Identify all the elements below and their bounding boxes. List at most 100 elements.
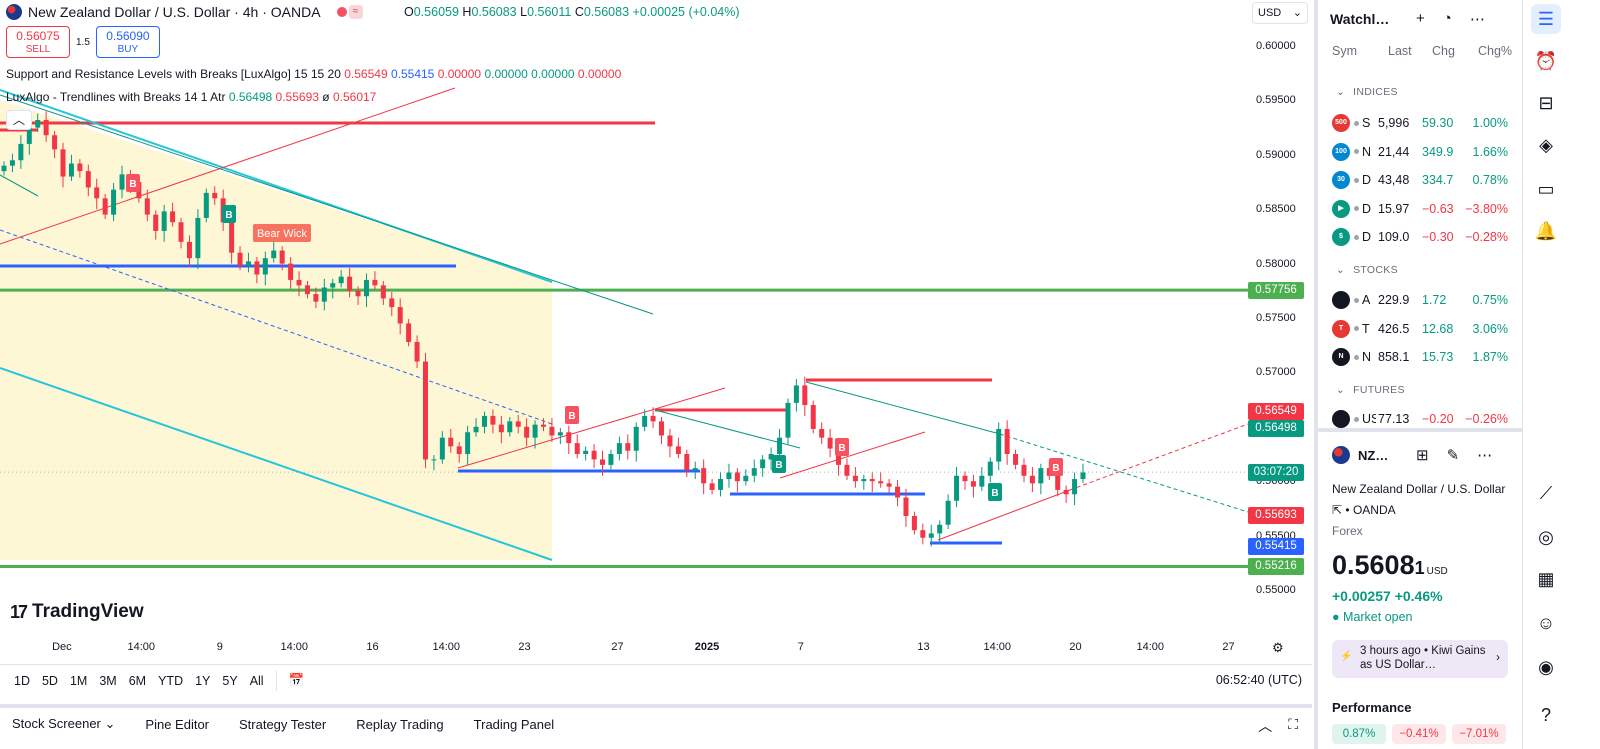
indicator-sr-levels[interactable]: Support and Resistance Levels with Break…: [6, 67, 622, 81]
candle-body: [726, 472, 732, 480]
candle-body: [355, 290, 361, 297]
row-change-percent: 0.75%: [1472, 293, 1508, 307]
sell-button[interactable]: 0.56075 SELL: [6, 26, 70, 58]
break-badge-label: B: [991, 488, 998, 499]
watchlist-section-stocks[interactable]: STOCKS: [1336, 264, 1398, 276]
chart-area[interactable]: B B B B B B B Bear Wick New Zealand Dollar / U.…: [0, 0, 1312, 672]
tab-pine-editor[interactable]: Pine Editor: [145, 716, 209, 732]
price-tag: 0.56498: [1248, 420, 1304, 437]
tab-trading-panel[interactable]: Trading Panel: [473, 716, 555, 732]
candle-body: [363, 279, 369, 297]
range-button-5y[interactable]: 5Y: [222, 673, 238, 688]
row-change: −0.63: [1422, 201, 1454, 216]
layers-icon[interactable]: ◈: [1539, 135, 1553, 155]
notifications-bell-icon[interactable]: 🔔: [1534, 221, 1558, 241]
currency-select[interactable]: USD ⌄: [1252, 2, 1308, 24]
symbol-logo-icon: N: [1332, 348, 1350, 366]
symbol-logo-icon: 30: [1332, 171, 1350, 189]
more-options-icon[interactable]: ⋯: [1469, 11, 1485, 28]
details-change: +0.00257 +0.46%: [1332, 588, 1443, 604]
candle-body: [397, 307, 403, 324]
signal-icon[interactable]: ◉: [1538, 657, 1554, 677]
col-sym[interactable]: Sym: [1332, 44, 1357, 58]
maximize-icon[interactable]: ⛶: [1288, 716, 1298, 732]
candle-body: [85, 171, 91, 188]
market-status-pill[interactable]: ≈: [336, 5, 363, 19]
nzd-flag-icon: [1332, 446, 1350, 464]
price-chart[interactable]: B B B B B B B Bear Wick: [0, 0, 1312, 664]
watchlist-row[interactable]: N N 858.1 15.73 1.87%: [1318, 344, 1522, 370]
edit-note-icon[interactable]: ✎: [1446, 447, 1460, 464]
range-button-1y[interactable]: 1Y: [195, 673, 211, 688]
watchlist-row[interactable]: $ D 109.0 −0.30 −0.28%: [1318, 224, 1522, 250]
watchlist-icon[interactable]: ☰: [1531, 4, 1561, 34]
chevron-up-icon[interactable]: ︿: [1258, 718, 1273, 734]
range-button-all[interactable]: All: [249, 673, 264, 688]
alerts-clock-icon[interactable]: ⏰: [1534, 51, 1558, 71]
watchlist-row[interactable]: 500 S 5,996 59.30 1.00%: [1318, 110, 1522, 136]
drawing-tool-icon[interactable]: ⟋: [1539, 483, 1553, 503]
tab-replay-trading[interactable]: Replay Trading: [356, 716, 444, 732]
candle-body: [9, 160, 15, 166]
candle-body: [203, 192, 209, 218]
details-symbol[interactable]: NZ…: [1358, 447, 1389, 463]
range-button-ytd[interactable]: YTD: [158, 673, 184, 688]
grid-layout-icon[interactable]: ⊞: [1416, 447, 1429, 464]
settings-gear-icon[interactable]: ⚙: [1272, 640, 1284, 655]
tab-strategy-tester[interactable]: Strategy Tester: [239, 716, 327, 732]
candle-body: [229, 222, 235, 253]
range-button-5d[interactable]: 5D: [41, 673, 58, 688]
chat-icon[interactable]: ▭: [1537, 179, 1555, 199]
symbol-title[interactable]: New Zealand Dollar / U.S. Dollar · 4h · …: [28, 4, 321, 20]
watchlist-section-indices[interactable]: INDICES: [1336, 86, 1398, 98]
calendar-icon[interactable]: ▦: [1537, 569, 1555, 589]
status-dot: [1354, 120, 1359, 126]
candle-body: [591, 450, 597, 460]
target-icon[interactable]: ◎: [1538, 527, 1554, 547]
watchlist-row[interactable]: 30 D 43,48 334.7 0.78%: [1318, 167, 1522, 193]
news-card[interactable]: 3 hours ago • Kiwi Gains as US Dollar… ›: [1332, 640, 1508, 678]
indicator-trendlines[interactable]: LuxAlgo - Trendlines with Breaks 14 1 At…: [6, 90, 377, 104]
add-symbol-icon[interactable]: +: [1416, 10, 1425, 27]
watchlist-row[interactable]: 100 N 21,44 349.9 1.66%: [1318, 139, 1522, 165]
trendline: [805, 381, 1001, 435]
watchlist-row[interactable]: ▶ D 15.97 −0.63 −3.80%: [1318, 196, 1522, 222]
col-last[interactable]: Last: [1388, 44, 1412, 58]
buy-button[interactable]: 0.56090 BUY: [95, 26, 160, 58]
break-badge: [222, 205, 236, 223]
date-range-calendar-icon[interactable]: 📅: [288, 673, 305, 687]
candle-body: [810, 405, 816, 429]
performance-chip[interactable]: −7.01%: [1452, 724, 1506, 744]
col-chgp[interactable]: Chg%: [1478, 44, 1513, 58]
candle-body: [819, 428, 825, 438]
range-button-1d[interactable]: 1D: [14, 673, 30, 688]
advanced-view-icon[interactable]: ◔: [1442, 10, 1452, 27]
range-button-3m[interactable]: 3M: [99, 673, 117, 688]
range-button-6m[interactable]: 6M: [128, 673, 147, 688]
watchlist-row[interactable]: T T 426.5 12.68 3.06%: [1318, 316, 1522, 342]
performance-chip[interactable]: −0.41%: [1392, 724, 1446, 744]
chevron-right-icon: ›: [1496, 652, 1500, 664]
collapse-indicators-button[interactable]: ︿: [6, 110, 32, 130]
watchlist-row[interactable]: A 229.9 1.72 0.75%: [1318, 287, 1522, 313]
details-broker[interactable]: ⇱ • OANDA: [1332, 503, 1396, 517]
range-button-1m[interactable]: 1M: [69, 673, 88, 688]
trendline: [654, 409, 801, 449]
tab-stock-screener[interactable]: Stock Screener ⌄: [12, 716, 116, 731]
more-options-icon[interactable]: ⋯: [1477, 447, 1493, 464]
performance-chip[interactable]: 0.87%: [1332, 724, 1386, 744]
watchlist-title[interactable]: Watchl…: [1330, 11, 1390, 27]
watchlist-row[interactable]: US 77.13 −0.20 −0.26%: [1318, 406, 1522, 432]
price-axis-label: 0.58500: [1256, 203, 1296, 216]
col-chg[interactable]: Chg: [1432, 44, 1455, 58]
break-badge-label: B: [775, 460, 782, 471]
help-icon[interactable]: ?: [1540, 705, 1551, 725]
tradingview-logo[interactable]: 17 TradingView: [10, 601, 144, 622]
object-tree-icon[interactable]: ⊟: [1538, 93, 1554, 113]
watchlist-section-futures[interactable]: FUTURES: [1336, 384, 1405, 396]
candle-body: [330, 283, 336, 288]
utc-clock[interactable]: 06:52:40 (UTC): [1215, 673, 1302, 687]
community-icon[interactable]: ☺: [1536, 613, 1556, 633]
candle-body: [1021, 464, 1027, 476]
candle-body: [321, 287, 327, 302]
